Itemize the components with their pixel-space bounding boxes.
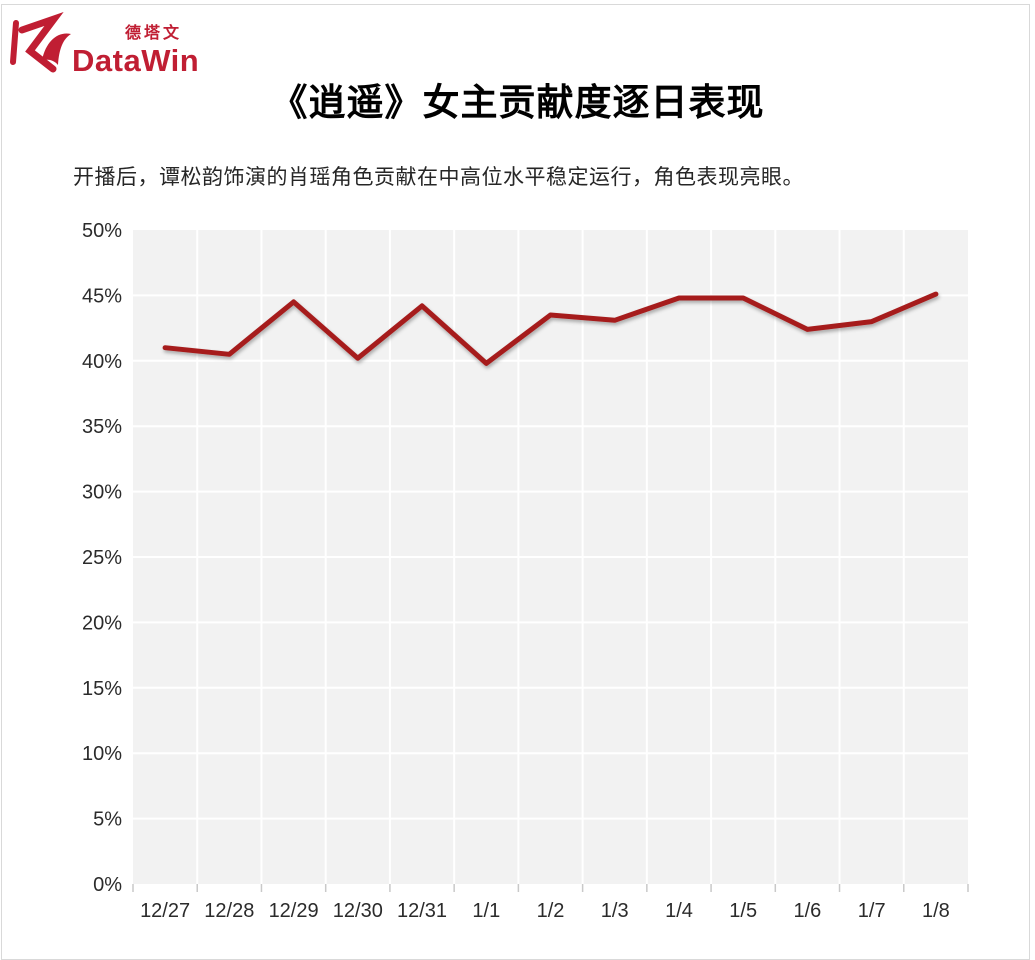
y-axis-tick-label: 30%: [82, 482, 122, 504]
y-axis-tick-label: 20%: [82, 612, 122, 634]
y-axis-tick-label: 40%: [82, 351, 122, 373]
x-axis-tick-label: 1/5: [729, 900, 757, 922]
chart-description: 开播后，谭松韵饰演的肖瑶角色贡献在中高位水平稳定运行，角色表现亮眼。: [73, 166, 804, 189]
x-axis-tick-label: 1/6: [793, 900, 821, 922]
x-axis-tick-label: 1/2: [537, 900, 565, 922]
x-axis-tick-label: 12/30: [333, 900, 383, 922]
datawin-logo-text: 德塔文 DataWin: [72, 12, 200, 78]
y-axis-tick-label: 25%: [82, 547, 122, 569]
x-axis-tick-label: 12/29: [269, 900, 319, 922]
logo-english-name: DataWin: [72, 43, 200, 78]
y-axis-tick-label: 35%: [82, 416, 122, 438]
x-axis-tick-label: 1/3: [601, 900, 629, 922]
y-axis-tick-label: 10%: [82, 743, 122, 765]
y-axis-tick-label: 50%: [82, 220, 122, 242]
x-axis-tick-label: 12/27: [140, 900, 190, 922]
y-axis-tick-label: 0%: [93, 874, 122, 896]
datawin-logo-icon: [10, 12, 71, 73]
datawin-logo: 德塔文 DataWin: [8, 12, 199, 76]
y-axis-tick-label: 15%: [82, 678, 122, 700]
y-axis-tick-label: 45%: [82, 285, 122, 307]
x-axis-tick-label: 12/28: [204, 900, 254, 922]
x-axis-tick-label: 1/4: [665, 900, 693, 922]
logo-chinese-name: 德塔文: [125, 25, 183, 42]
x-axis-tick-label: 1/7: [858, 900, 886, 922]
x-axis-tick-label: 1/8: [922, 900, 950, 922]
page-title: 《逍遥》女主贡献度逐日表现: [270, 82, 765, 123]
x-axis-tick-label: 1/1: [472, 900, 500, 922]
y-axis-tick-label: 5%: [93, 809, 122, 831]
data-series-line: [162, 291, 939, 366]
x-axis-tick-label: 12/31: [397, 900, 447, 922]
